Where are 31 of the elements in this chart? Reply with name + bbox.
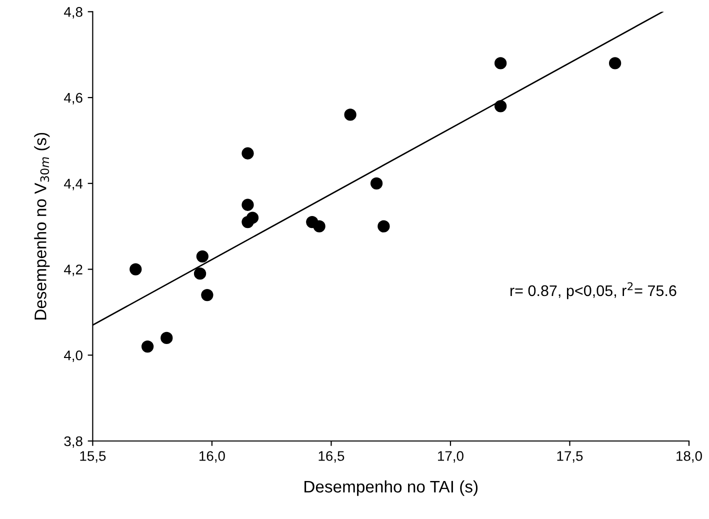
x-tick-label: 17,0 bbox=[438, 451, 464, 463]
point bbox=[494, 100, 507, 112]
x-axis-title: Desempenho no TAI (s) bbox=[304, 480, 478, 496]
point bbox=[141, 340, 154, 353]
x-tick-label: 15,5 bbox=[80, 451, 106, 463]
x-tick-label: 17,5 bbox=[557, 451, 583, 463]
annotation: r= 0.87, p<0,05, r$^{2}$= 75.6 bbox=[510, 282, 676, 300]
y-axis-title: Desempenho no V$_{30m}$ (s) bbox=[34, 132, 50, 320]
point bbox=[344, 108, 356, 121]
y-tick-label: 4,4 bbox=[64, 178, 83, 190]
point bbox=[246, 212, 259, 224]
x-tick-label: 18,0 bbox=[676, 451, 702, 463]
point bbox=[370, 177, 383, 190]
point bbox=[242, 147, 254, 160]
y-tick-label: 4,2 bbox=[64, 264, 82, 276]
point bbox=[194, 268, 206, 280]
y-tick-label: 3,8 bbox=[64, 436, 82, 448]
x-tick-label: 16,0 bbox=[200, 451, 225, 463]
point bbox=[378, 220, 390, 232]
y-tick-label: 4,0 bbox=[64, 350, 82, 362]
y-tick-label: 4,8 bbox=[64, 7, 82, 19]
point bbox=[130, 263, 142, 276]
point bbox=[201, 288, 214, 302]
point bbox=[494, 57, 507, 70]
point bbox=[242, 198, 254, 211]
point bbox=[313, 220, 326, 232]
y-tick-label: 4,6 bbox=[64, 92, 82, 104]
x-tick-label: 16,5 bbox=[318, 451, 344, 463]
point bbox=[196, 250, 208, 262]
point bbox=[608, 57, 622, 70]
point bbox=[160, 332, 173, 344]
